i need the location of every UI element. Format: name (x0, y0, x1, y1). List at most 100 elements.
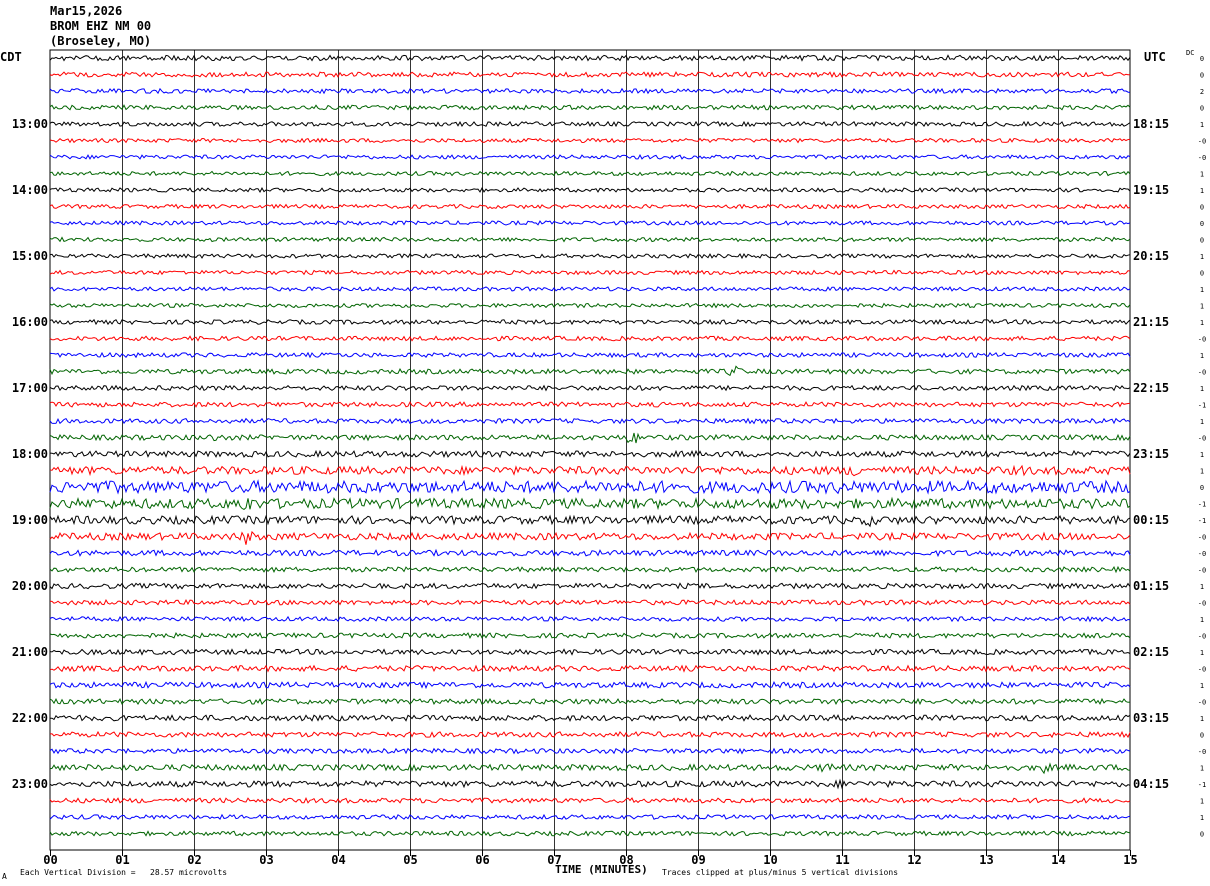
dc-offset-value: 0 (1200, 204, 1204, 212)
x-tick-label: 02 (187, 853, 201, 867)
right-hour-label: 21:15 (1133, 315, 1169, 329)
right-hour-label: 03:15 (1133, 711, 1169, 725)
left-hour-label: 22:00 (12, 711, 48, 725)
dc-offset-value: 0 (1200, 484, 1204, 492)
dc-offset-value: 1 (1200, 649, 1204, 657)
dc-offset-value: -0 (1198, 435, 1206, 443)
dc-offset-value: 0 (1200, 105, 1204, 113)
x-tick-label: 15 (1123, 853, 1137, 867)
left-hour-label: 16:00 (12, 315, 48, 329)
dc-offset-header: DC (1186, 49, 1195, 57)
dc-offset-value: 0 (1200, 72, 1204, 80)
corner-mark: A (2, 872, 7, 881)
right-hour-label: 19:15 (1133, 183, 1169, 197)
left-hour-label: 17:00 (12, 381, 48, 395)
clip-note: Traces clipped at plus/minus 5 vertical … (662, 868, 899, 877)
dc-offset-value: -0 (1198, 534, 1206, 542)
dc-offset-value: 1 (1200, 765, 1204, 773)
x-tick-label: 14 (1051, 853, 1065, 867)
dc-offset-value: -1 (1198, 517, 1206, 525)
dc-offset-value: 1 (1200, 715, 1204, 723)
seismic-trace (49, 548, 1131, 558)
seismic-trace (49, 286, 1131, 292)
right-timezone-label: UTC (1144, 50, 1166, 64)
x-tick-label: 11 (835, 853, 849, 867)
seismic-trace (49, 154, 1131, 160)
seismic-trace (49, 598, 1131, 606)
seismic-trace (50, 714, 1131, 722)
dc-offset-value: 1 (1200, 385, 1204, 393)
dc-offset-value: -0 (1198, 666, 1206, 674)
seismic-trace (49, 530, 1131, 545)
x-tick-label: 05 (403, 853, 417, 867)
dc-offset-value: 1 (1200, 319, 1204, 327)
x-tick-label: 09 (691, 853, 705, 867)
dc-offset-value: 1 (1200, 303, 1204, 311)
right-hour-label: 04:15 (1133, 777, 1169, 791)
seismic-trace (49, 120, 1131, 128)
seismic-trace (49, 496, 1131, 511)
seismic-trace (49, 432, 1131, 444)
dc-offset-value: -0 (1198, 154, 1206, 162)
seismic-trace (49, 351, 1131, 359)
dc-offset-value: 0 (1200, 732, 1204, 740)
dc-offset-value: -0 (1198, 138, 1206, 146)
seismic-trace (49, 252, 1131, 260)
dc-offset-value: 1 (1200, 352, 1204, 360)
seismic-trace (49, 104, 1131, 111)
seismic-trace (49, 730, 1131, 739)
right-hour-label: 22:15 (1133, 381, 1169, 395)
seismic-trace (49, 170, 1131, 177)
dc-offset-value: -1 (1198, 501, 1206, 509)
dc-offset-value: 1 (1200, 418, 1204, 426)
seismic-trace (49, 302, 1131, 309)
left-hour-label: 19:00 (12, 513, 48, 527)
seismic-trace (49, 87, 1131, 95)
right-hour-label: 00:15 (1133, 513, 1169, 527)
plot-date: Mar15,2026 (50, 4, 123, 18)
dc-offset-value: 1 (1200, 798, 1204, 806)
dc-offset-value: 1 (1200, 253, 1204, 261)
x-tick-label: 07 (547, 853, 561, 867)
station-code: BROM EHZ NM 00 (50, 19, 152, 33)
seismic-trace (49, 664, 1131, 673)
dc-offset-value: 1 (1200, 451, 1204, 459)
x-tick-label: 01 (115, 853, 129, 867)
right-hour-label: 20:15 (1133, 249, 1169, 263)
seismic-trace (49, 813, 1131, 821)
dc-offset-value: 1 (1200, 171, 1204, 179)
right-hour-label: 18:15 (1133, 117, 1169, 131)
x-tick-label: 08 (619, 853, 633, 867)
seismic-trace (49, 778, 1131, 790)
x-tick-label: 12 (907, 853, 921, 867)
seismic-trace (49, 365, 1131, 377)
station-location: (Broseley, MO) (50, 34, 152, 48)
x-axis-label: TIME (MINUTES) (555, 863, 648, 876)
x-tick-label: 04 (331, 853, 345, 867)
dc-offset-value: 0 (1200, 55, 1204, 63)
seismic-trace (49, 632, 1131, 639)
seismic-trace (49, 269, 1131, 276)
dc-offset-value: 1 (1200, 286, 1204, 294)
right-hour-label: 23:15 (1133, 447, 1169, 461)
left-hour-label: 21:00 (12, 645, 48, 659)
seismic-trace (49, 464, 1131, 477)
dc-offset-value: -0 (1198, 336, 1206, 344)
x-tick-label: 06 (475, 853, 489, 867)
right-hour-label: 01:15 (1133, 579, 1169, 593)
left-hour-label: 15:00 (12, 249, 48, 263)
vertical-scale-note: Each Vertical Division = 28.57 microvolt… (20, 868, 228, 877)
left-hour-label: 23:00 (12, 777, 48, 791)
seismic-trace (49, 187, 1131, 194)
x-tick-label: 00 (43, 853, 57, 867)
seismic-trace (49, 615, 1131, 623)
left-hour-label: 18:00 (12, 447, 48, 461)
seismic-trace (49, 697, 1131, 706)
seismic-trace (49, 335, 1131, 342)
dc-offset-value: -0 (1198, 369, 1206, 377)
left-timezone-label: CDT (0, 50, 22, 64)
seismic-trace (49, 71, 1131, 79)
seismic-trace (49, 220, 1131, 226)
seismic-trace (49, 479, 1131, 495)
